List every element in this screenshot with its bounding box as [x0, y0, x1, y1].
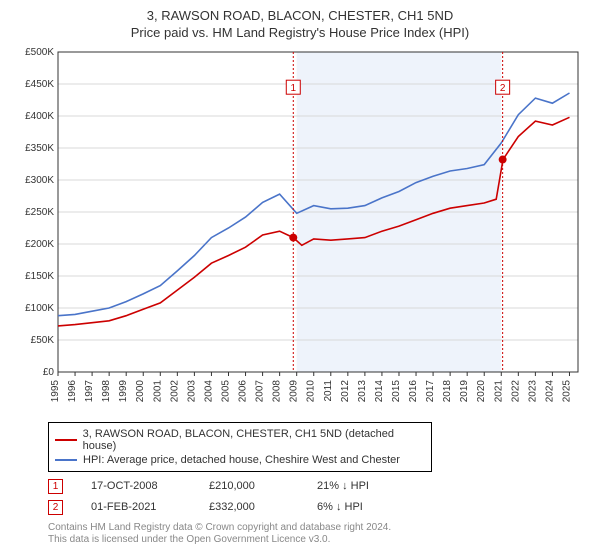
svg-text:2000: 2000 — [135, 379, 146, 402]
svg-text:1995: 1995 — [50, 379, 61, 402]
footer-line1: Contains HM Land Registry data © Crown c… — [48, 522, 391, 533]
svg-text:2020: 2020 — [476, 379, 487, 402]
svg-text:2017: 2017 — [425, 379, 436, 402]
svg-text:2025: 2025 — [561, 379, 572, 402]
sales-table: 1 17-OCT-2008 £210,000 21% ↓ HPI 2 01-FEB-202… — [48, 476, 590, 518]
sale-date: 17-OCT-2008 — [91, 480, 181, 492]
sale-marker: 2 — [48, 500, 63, 515]
sale-price: £332,000 — [209, 501, 289, 513]
legend-label: 3, RAWSON ROAD, BLACON, CHESTER, CH1 5ND… — [83, 428, 425, 452]
svg-text:2018: 2018 — [442, 379, 453, 402]
chart-svg: £0 £50K £100K £150K £200K £250K £300K £350K £400… — [10, 46, 590, 416]
svg-text:2003: 2003 — [186, 379, 197, 402]
svg-text:2021: 2021 — [493, 379, 504, 402]
chart: £0 £50K £100K £150K £200K £250K £300K £350K £400… — [10, 46, 590, 416]
svg-text:1996: 1996 — [67, 379, 78, 402]
sale-marker: 1 — [48, 479, 63, 494]
svg-text:2019: 2019 — [459, 379, 470, 402]
svg-text:2011: 2011 — [323, 379, 334, 401]
svg-text:£450K: £450K — [25, 79, 54, 90]
svg-text:2008: 2008 — [272, 379, 283, 402]
sale-row: 1 17-OCT-2008 £210,000 21% ↓ HPI — [48, 476, 590, 497]
footer: Contains HM Land Registry data © Crown c… — [48, 522, 590, 547]
svg-text:1998: 1998 — [101, 379, 112, 402]
svg-text:£400K: £400K — [25, 111, 54, 122]
svg-text:£50K: £50K — [31, 335, 55, 346]
legend-item: HPI: Average price, detached house, Ches… — [55, 453, 425, 467]
svg-text:2015: 2015 — [391, 379, 402, 402]
svg-text:2022: 2022 — [510, 379, 521, 402]
svg-text:2006: 2006 — [238, 379, 249, 402]
svg-text:£250K: £250K — [25, 207, 54, 218]
sale-price: £210,000 — [209, 480, 289, 492]
svg-text:£300K: £300K — [25, 175, 54, 186]
sale-hpi: 6% ↓ HPI — [317, 501, 407, 513]
svg-text:2004: 2004 — [203, 379, 214, 402]
svg-text:2016: 2016 — [408, 379, 419, 402]
footer-line2: This data is licensed under the Open Gov… — [48, 534, 330, 545]
sale-hpi: 21% ↓ HPI — [317, 480, 407, 492]
svg-text:2014: 2014 — [374, 379, 385, 402]
svg-text:1: 1 — [290, 83, 296, 94]
chart-title: 3, RAWSON ROAD, BLACON, CHESTER, CH1 5ND… — [10, 8, 590, 42]
legend-swatch — [55, 459, 77, 461]
svg-text:£200K: £200K — [25, 239, 54, 250]
title-line2: Price paid vs. HM Land Registry's House … — [131, 25, 469, 40]
title-line1: 3, RAWSON ROAD, BLACON, CHESTER, CH1 5ND — [147, 8, 454, 23]
svg-text:1997: 1997 — [84, 379, 95, 402]
svg-text:£0: £0 — [43, 367, 55, 378]
sale-date: 01-FEB-2021 — [91, 501, 181, 513]
sale-row: 2 01-FEB-2021 £332,000 6% ↓ HPI — [48, 497, 590, 518]
svg-text:2010: 2010 — [306, 379, 317, 402]
svg-text:2001: 2001 — [152, 379, 163, 402]
svg-text:£150K: £150K — [25, 271, 54, 282]
svg-text:£100K: £100K — [25, 303, 54, 314]
legend-swatch — [55, 439, 77, 441]
svg-text:2024: 2024 — [544, 379, 555, 402]
legend-item: 3, RAWSON ROAD, BLACON, CHESTER, CH1 5ND… — [55, 427, 425, 453]
svg-text:2007: 2007 — [255, 379, 266, 402]
svg-text:£500K: £500K — [25, 47, 54, 58]
legend: 3, RAWSON ROAD, BLACON, CHESTER, CH1 5ND… — [48, 422, 432, 472]
svg-text:1999: 1999 — [118, 379, 129, 402]
svg-text:£350K: £350K — [25, 143, 54, 154]
svg-text:2013: 2013 — [357, 379, 368, 402]
svg-text:2012: 2012 — [340, 379, 351, 402]
svg-text:2002: 2002 — [169, 379, 180, 402]
svg-text:2023: 2023 — [527, 379, 538, 402]
svg-text:2005: 2005 — [220, 379, 231, 402]
svg-text:2: 2 — [500, 83, 506, 94]
svg-text:2009: 2009 — [289, 379, 300, 402]
legend-label: HPI: Average price, detached house, Ches… — [83, 454, 400, 466]
